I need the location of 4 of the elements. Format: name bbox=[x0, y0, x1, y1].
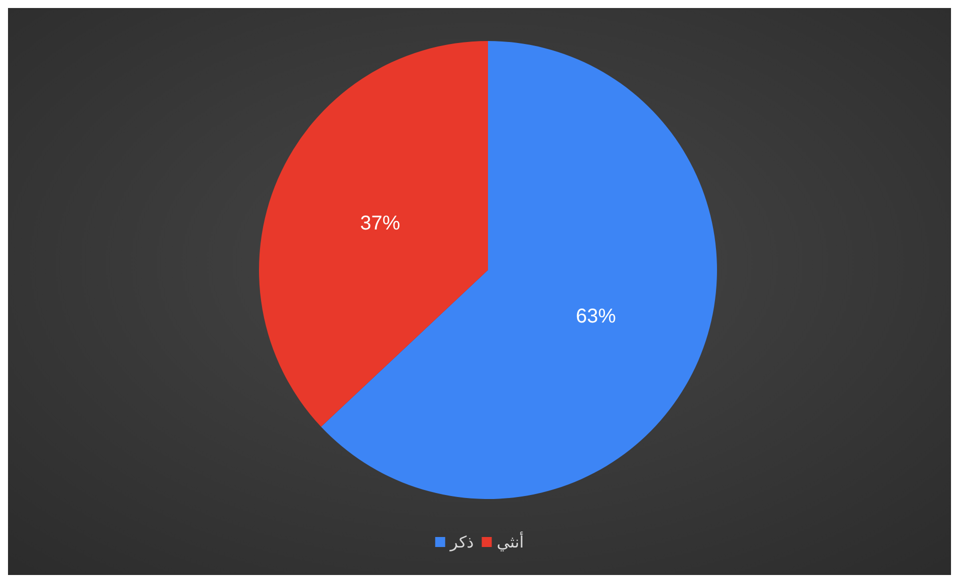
legend-label: ذكر bbox=[449, 532, 474, 552]
data-label: 63% bbox=[576, 306, 616, 328]
data-label: 37% bbox=[360, 212, 400, 234]
legend-label: أنثي bbox=[496, 532, 524, 552]
